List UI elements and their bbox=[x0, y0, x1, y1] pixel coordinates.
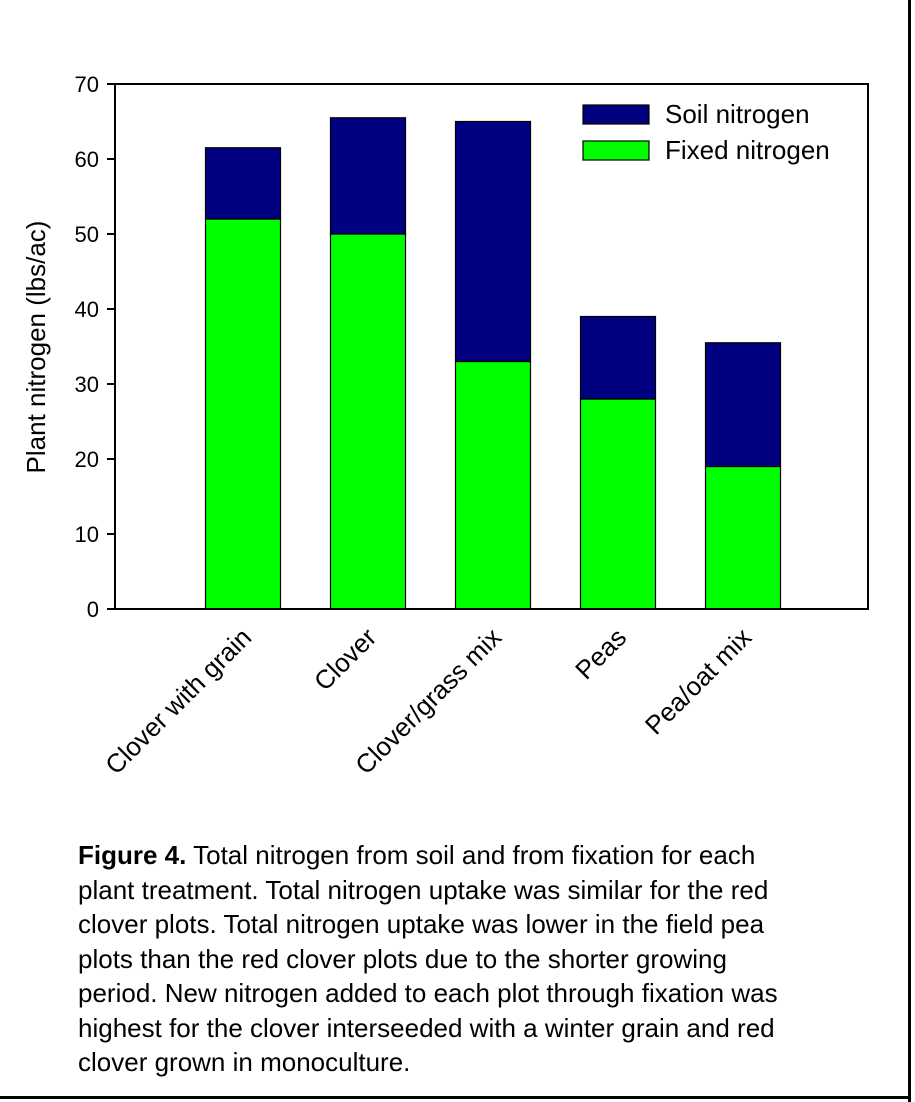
x-tick-label: Clover with grain bbox=[99, 622, 257, 780]
frame-border-right bbox=[908, 0, 911, 1102]
frame-border-bottom bbox=[0, 1096, 911, 1099]
caption-line-1-text: Total nitrogen from soil and from fixati… bbox=[186, 840, 756, 870]
caption-line-5: period. New nitrogen added to each plot … bbox=[78, 978, 778, 1008]
y-tick-label: 70 bbox=[75, 72, 99, 97]
caption-line-7: clover grown in monoculture. bbox=[78, 1047, 411, 1077]
legend-swatch-soil bbox=[582, 104, 650, 125]
legend: Soil nitrogen Fixed nitrogen bbox=[582, 99, 830, 165]
caption-line-6: highest for the clover interseeded with … bbox=[78, 1012, 775, 1043]
caption-line-1: Figure 4. Total nitrogen from soil and f… bbox=[78, 838, 878, 873]
legend-swatch-fixed bbox=[582, 140, 650, 161]
bar-soil-4 bbox=[579, 315, 657, 400]
caption-line-4: plots than the red clover plots due to t… bbox=[78, 943, 727, 974]
bar-fixed-2 bbox=[329, 233, 407, 610]
y-tick-label: 20 bbox=[75, 447, 99, 472]
legend-label-fixed: Fixed nitrogen bbox=[665, 135, 830, 165]
bar-fixed-3 bbox=[454, 360, 532, 610]
y-tick-label: 0 bbox=[87, 597, 99, 622]
y-axis-label: Plant nitrogen (lbs/ac) bbox=[21, 221, 51, 474]
y-tick-label: 50 bbox=[75, 222, 99, 247]
bar-soil-2 bbox=[329, 117, 407, 235]
bar-fixed-1 bbox=[204, 218, 282, 610]
y-tick-label: 30 bbox=[75, 372, 99, 397]
bar-soil-3 bbox=[454, 120, 532, 363]
x-tick-label: Pea/oat mix bbox=[639, 622, 757, 740]
y-tick-label: 40 bbox=[75, 297, 99, 322]
caption-line-2: plant treatment. Total nitrogen uptake w… bbox=[78, 874, 769, 905]
caption-label: Figure 4. bbox=[78, 840, 187, 870]
figure-caption: Figure 4. Total nitrogen from soil and f… bbox=[78, 838, 878, 1080]
caption-line-3: clover plots. Total nitrogen uptake was … bbox=[78, 909, 765, 939]
legend-label-soil: Soil nitrogen bbox=[665, 99, 810, 129]
bar-fixed-5 bbox=[704, 465, 782, 610]
y-tick-label: 10 bbox=[75, 522, 99, 547]
x-tick-label: Peas bbox=[569, 622, 632, 685]
bar-soil-1 bbox=[204, 147, 282, 220]
bar-soil-5 bbox=[704, 342, 782, 468]
x-tick-label: Clover bbox=[308, 622, 383, 697]
y-tick-label: 60 bbox=[75, 147, 99, 172]
plot-frame bbox=[114, 83, 869, 610]
bar-fixed-4 bbox=[579, 398, 657, 610]
